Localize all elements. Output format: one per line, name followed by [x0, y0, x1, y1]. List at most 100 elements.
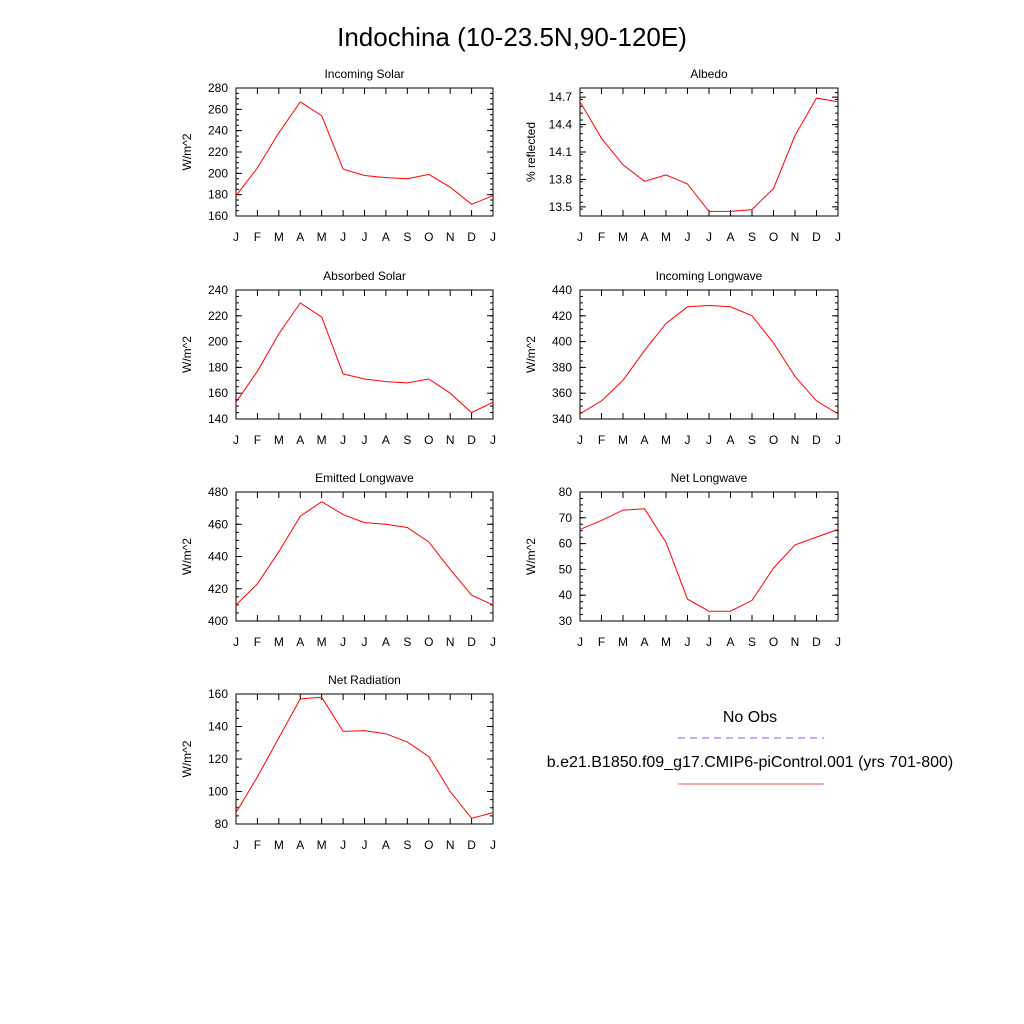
y-tick-label: 420	[552, 309, 572, 323]
y-tick-label: 240	[208, 124, 228, 138]
x-tick-label: S	[748, 433, 756, 447]
y-tick-label: 13.5	[549, 200, 573, 214]
y-tick-label: 40	[559, 588, 573, 602]
x-tick-label: A	[726, 230, 734, 244]
panel-title: Net Radiation	[328, 673, 401, 687]
y-tick-label: 380	[552, 360, 572, 374]
y-tick-label: 180	[208, 188, 228, 202]
x-tick-label: O	[769, 635, 778, 649]
legend-label-obs: No Obs	[723, 709, 777, 726]
panel-title: Net Longwave	[671, 471, 748, 485]
plot-frame	[235, 491, 494, 622]
x-tick-label: F	[598, 230, 605, 244]
x-tick-label: F	[254, 230, 261, 244]
x-tick-label: F	[598, 433, 605, 447]
y-axis-label: W/m^2	[524, 538, 538, 575]
x-tick-label: J	[340, 838, 346, 852]
x-tick-label: J	[362, 838, 368, 852]
x-tick-label: S	[403, 433, 411, 447]
y-axis-label: W/m^2	[524, 336, 538, 373]
x-tick-label: J	[490, 230, 496, 244]
x-tick-label: J	[490, 635, 496, 649]
y-tick-label: 200	[208, 335, 228, 349]
series-line	[235, 101, 494, 205]
x-tick-label: O	[424, 635, 433, 649]
y-tick-label: 220	[208, 145, 228, 159]
series-line	[579, 304, 839, 415]
x-tick-label: S	[748, 635, 756, 649]
y-tick-label: 360	[552, 386, 572, 400]
y-tick-label: 260	[208, 102, 228, 116]
x-tick-label: M	[274, 838, 284, 852]
y-tick-label: 440	[552, 283, 572, 297]
plot-frame	[235, 693, 494, 825]
y-tick-label: 280	[208, 81, 228, 95]
y-tick-label: 60	[559, 537, 573, 551]
plot-frame	[579, 87, 839, 217]
x-tick-label: J	[685, 433, 691, 447]
x-tick-label: O	[769, 230, 778, 244]
x-tick-label: N	[791, 230, 800, 244]
x-tick-label: D	[467, 838, 476, 852]
x-tick-label: F	[254, 433, 261, 447]
x-tick-label: A	[382, 230, 390, 244]
x-tick-label: J	[577, 433, 583, 447]
x-tick-label: J	[685, 635, 691, 649]
x-tick-label: M	[618, 635, 628, 649]
panel-title: Absorbed Solar	[323, 269, 406, 283]
y-tick-label: 420	[208, 582, 228, 596]
y-tick-label: 160	[208, 386, 228, 400]
x-tick-label: A	[296, 838, 304, 852]
x-tick-label: S	[748, 230, 756, 244]
x-tick-label: M	[317, 433, 327, 447]
y-tick-label: 440	[208, 550, 228, 564]
series-line	[235, 696, 494, 819]
x-tick-label: J	[340, 230, 346, 244]
x-tick-label: A	[382, 838, 390, 852]
x-tick-label: O	[424, 230, 433, 244]
x-tick-label: A	[640, 433, 648, 447]
x-tick-label: D	[467, 230, 476, 244]
x-tick-label: O	[424, 433, 433, 447]
y-tick-label: 480	[208, 485, 228, 499]
x-tick-label: O	[769, 433, 778, 447]
x-tick-label: F	[254, 838, 261, 852]
x-tick-label: N	[446, 433, 455, 447]
legend-label-model: b.e21.B1850.f09_g17.CMIP6-piControl.001 …	[547, 754, 953, 771]
x-tick-label: J	[233, 635, 239, 649]
y-axis-label: W/m^2	[180, 336, 194, 373]
x-tick-label: J	[490, 433, 496, 447]
y-tick-label: 140	[208, 412, 228, 426]
x-tick-label: J	[362, 433, 368, 447]
y-axis-label: W/m^2	[180, 133, 194, 170]
y-tick-label: 50	[559, 562, 573, 576]
x-tick-label: J	[706, 635, 712, 649]
x-tick-label: D	[812, 433, 821, 447]
x-tick-label: J	[490, 838, 496, 852]
y-tick-label: 14.4	[549, 118, 573, 132]
x-tick-label: M	[317, 635, 327, 649]
x-tick-label: A	[382, 635, 390, 649]
x-tick-label: J	[835, 635, 841, 649]
x-tick-label: A	[640, 635, 648, 649]
x-tick-label: A	[382, 433, 390, 447]
x-tick-label: M	[661, 635, 671, 649]
y-tick-label: 120	[208, 752, 228, 766]
x-tick-label: A	[296, 635, 304, 649]
y-tick-label: 340	[552, 412, 572, 426]
y-axis-label: W/m^2	[180, 538, 194, 575]
x-tick-label: M	[274, 433, 284, 447]
panel-title: Albedo	[690, 67, 728, 81]
panel-title: Incoming Longwave	[656, 269, 763, 283]
x-tick-label: M	[618, 230, 628, 244]
y-tick-label: 160	[208, 687, 228, 701]
x-tick-label: F	[598, 635, 605, 649]
x-tick-label: J	[233, 433, 239, 447]
x-tick-label: J	[233, 838, 239, 852]
